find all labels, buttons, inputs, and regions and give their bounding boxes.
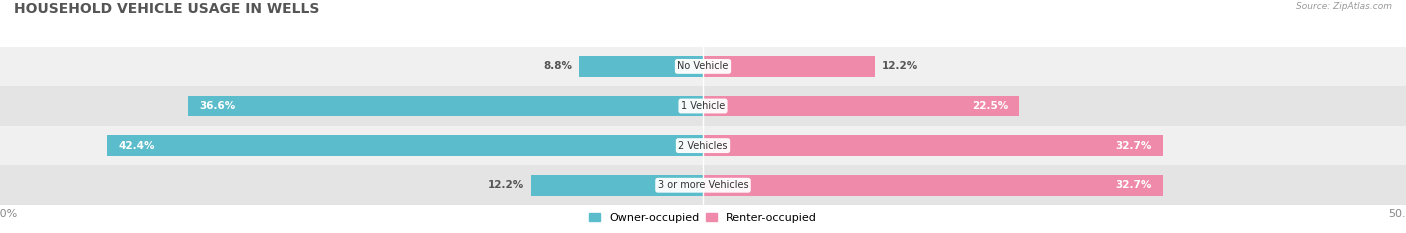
Text: 32.7%: 32.7% <box>1115 180 1152 190</box>
Text: 42.4%: 42.4% <box>118 141 155 151</box>
Text: Source: ZipAtlas.com: Source: ZipAtlas.com <box>1296 2 1392 11</box>
Text: 12.2%: 12.2% <box>488 180 524 190</box>
Text: HOUSEHOLD VEHICLE USAGE IN WELLS: HOUSEHOLD VEHICLE USAGE IN WELLS <box>14 2 319 16</box>
Text: 2 Vehicles: 2 Vehicles <box>678 141 728 151</box>
Bar <box>0 126 1406 165</box>
Text: 36.6%: 36.6% <box>200 101 236 111</box>
Bar <box>0 165 1406 205</box>
Bar <box>188 96 703 116</box>
Bar <box>0 47 1406 86</box>
Bar <box>703 135 1163 156</box>
Text: 12.2%: 12.2% <box>882 62 918 71</box>
Bar <box>0 86 1406 126</box>
Text: 1 Vehicle: 1 Vehicle <box>681 101 725 111</box>
Bar <box>107 135 703 156</box>
Legend: Owner-occupied, Renter-occupied: Owner-occupied, Renter-occupied <box>585 209 821 227</box>
Bar <box>703 175 1163 195</box>
Bar <box>703 96 1019 116</box>
Text: 3 or more Vehicles: 3 or more Vehicles <box>658 180 748 190</box>
Text: 32.7%: 32.7% <box>1115 141 1152 151</box>
Bar <box>703 56 875 77</box>
Bar <box>579 56 703 77</box>
Text: 8.8%: 8.8% <box>543 62 572 71</box>
Text: No Vehicle: No Vehicle <box>678 62 728 71</box>
Text: 22.5%: 22.5% <box>972 101 1008 111</box>
Bar <box>531 175 703 195</box>
